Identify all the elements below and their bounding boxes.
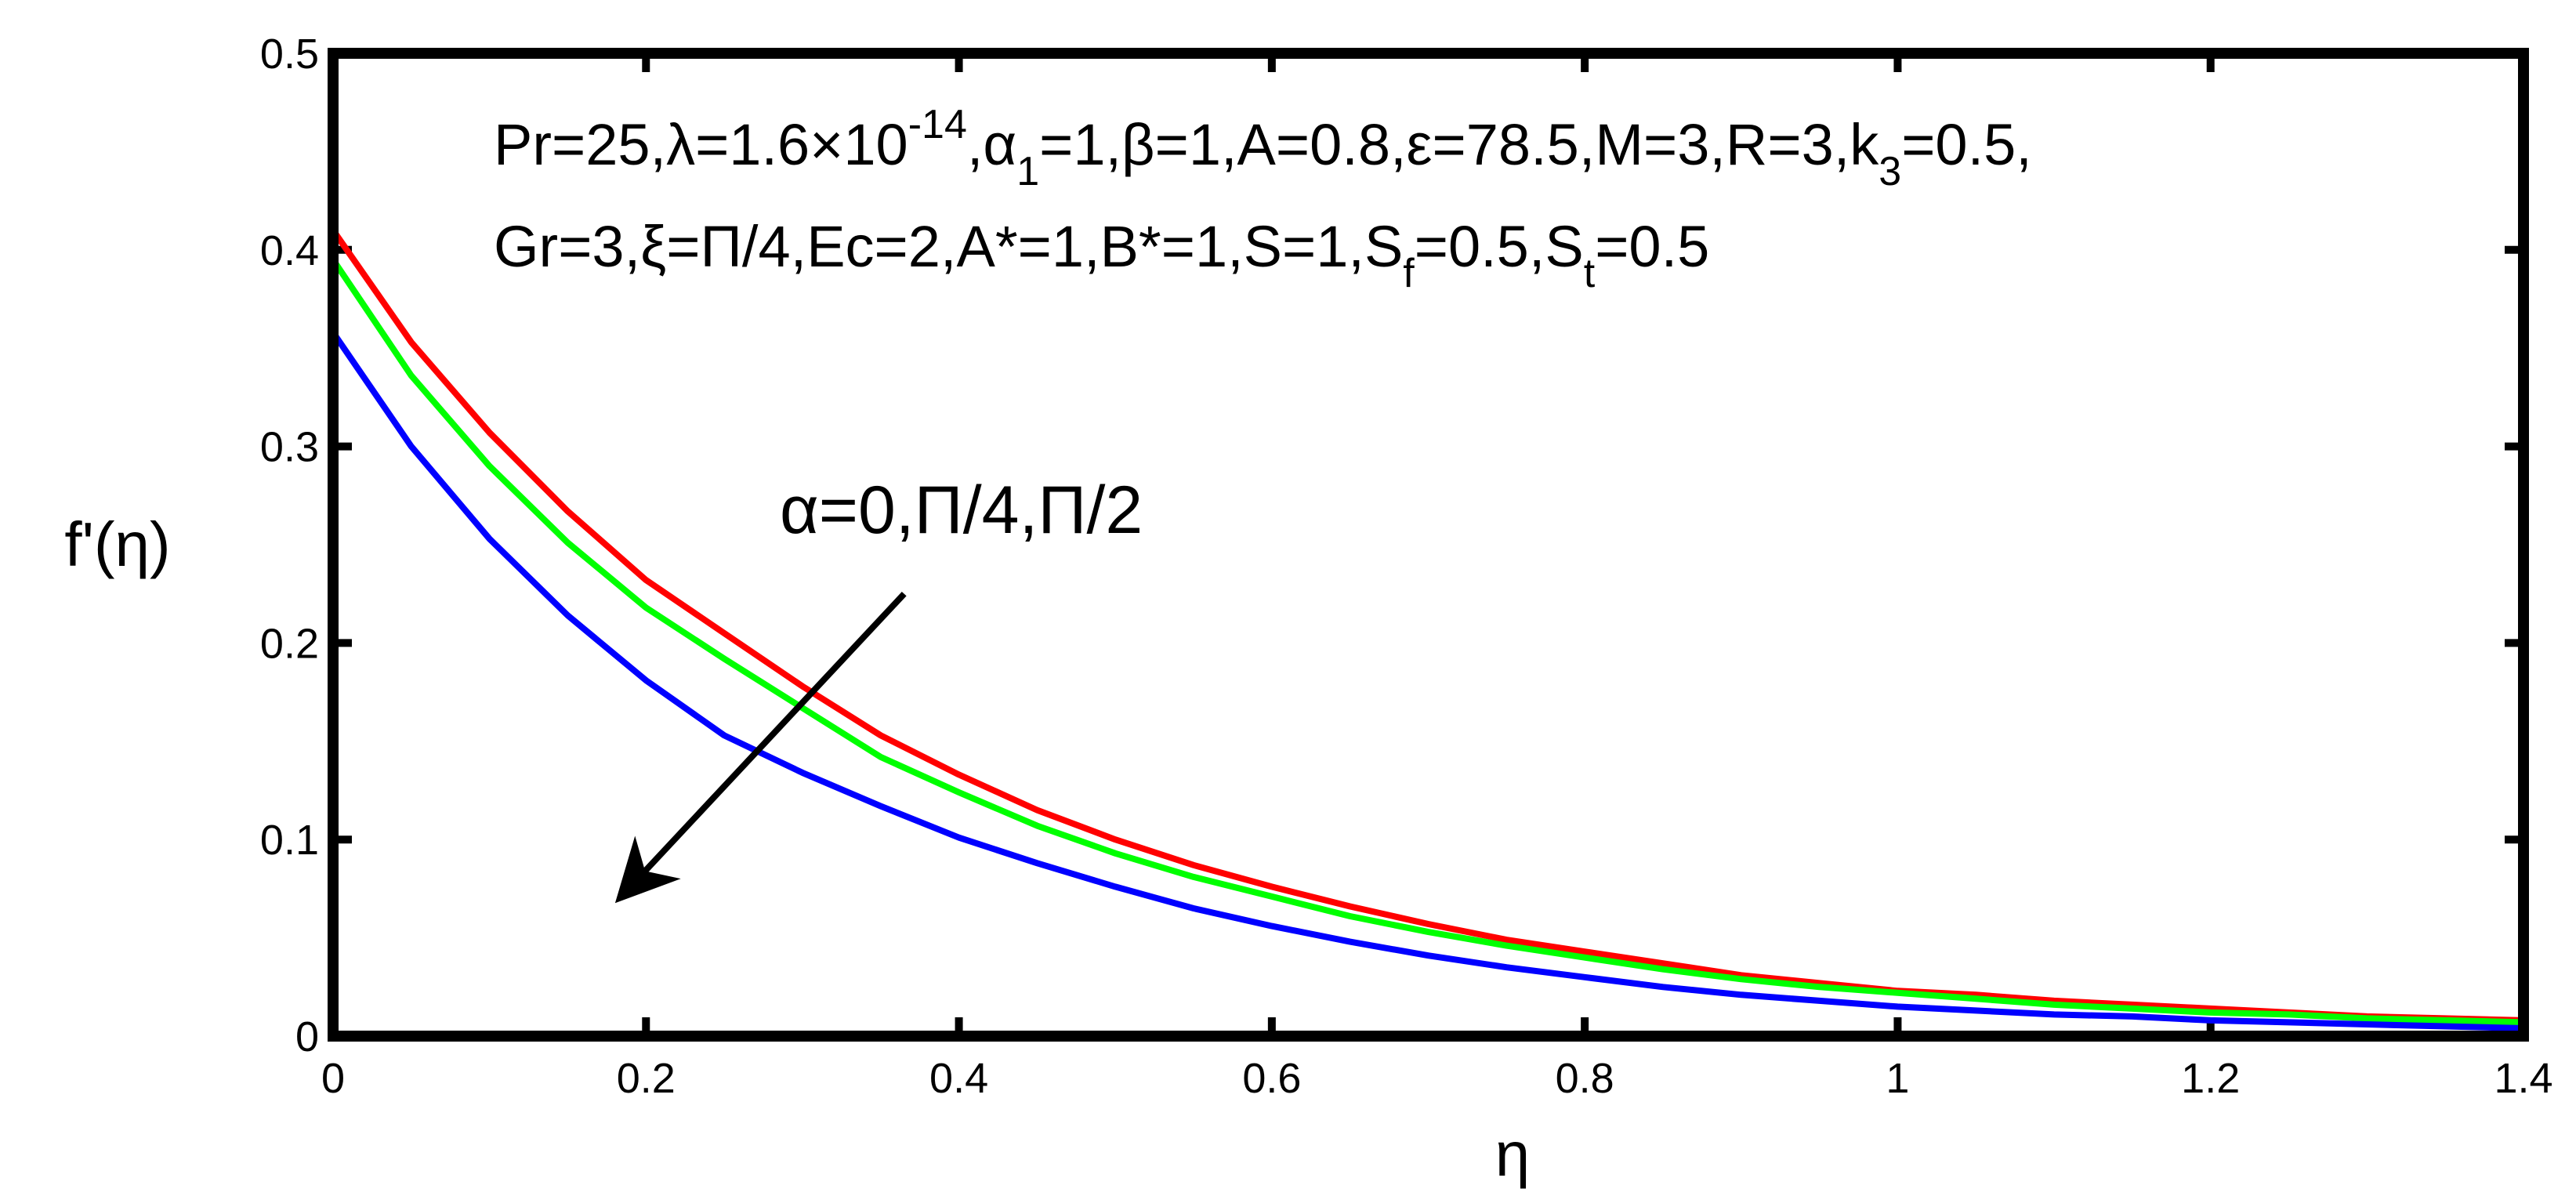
y-tick-label: 0.5 [260, 31, 319, 78]
alpha-annotation-label: α=0,Π/4,Π/2 [780, 473, 1143, 548]
x-tick-label: 0 [321, 1055, 345, 1102]
series-line-3 [330, 330, 2524, 1031]
x-tick-label: 1.2 [2181, 1055, 2240, 1102]
x-tick-label: 0.2 [617, 1055, 676, 1102]
y-tick-label: 0.1 [260, 817, 319, 864]
alpha-arrow [614, 591, 907, 904]
series-line-1 [330, 228, 2524, 1024]
y-tick-label: 0.2 [260, 620, 319, 667]
y-axis-label: f'(η) [64, 509, 170, 579]
series-lines [330, 228, 2524, 1031]
x-axis-label: η [1495, 1119, 1531, 1189]
x-tick-label: 0.8 [1556, 1055, 1614, 1102]
x-tick-label: 0.4 [929, 1055, 988, 1102]
y-tick-label: 0.3 [260, 424, 319, 471]
tick-labels: 0 0.2 0.4 0.6 0.8 1 1.2 1.4 0 0.1 0.2 0.3 0.4 0.5 [260, 31, 2553, 1102]
params-line-1: Pr=25,λ=1.6×10-14,α1=1,β=1,A=0.8,ε=78.5,… [494, 102, 2032, 194]
x-tick-label: 0.6 [1242, 1055, 1301, 1102]
series-line-2 [330, 258, 2524, 1026]
params-line-2: Gr=3,ξ=Π/4,Ec=2,A*=1,B*=1,S=1,Sf=0.5,St=… [494, 214, 1709, 296]
axis-ticks [329, 49, 2527, 1040]
x-tick-label: 1 [1886, 1055, 1909, 1102]
y-tick-label: 0 [295, 1013, 319, 1060]
plot-frame [328, 48, 2529, 1042]
x-tick-label: 1.4 [2494, 1055, 2552, 1102]
y-tick-label: 0.4 [260, 227, 319, 274]
